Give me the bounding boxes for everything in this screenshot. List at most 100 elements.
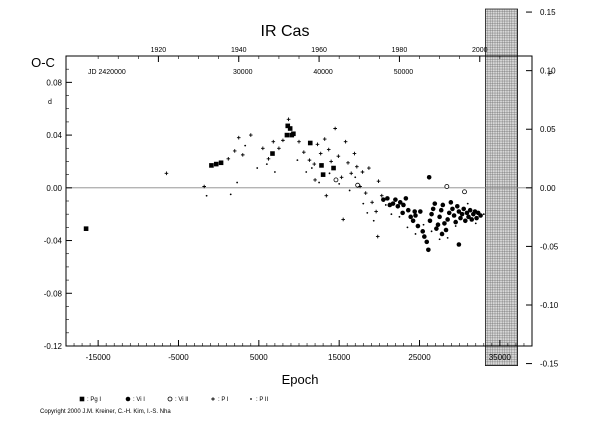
- phase-tick-label: -0.05: [540, 242, 559, 251]
- point-pg-i: [320, 172, 326, 177]
- point-p-ii: [273, 171, 276, 173]
- point-vi-i: [463, 218, 468, 224]
- jd-tick-label: 30000: [233, 69, 253, 76]
- point-p-i: [326, 147, 331, 152]
- point-vi-i: [397, 200, 403, 205]
- x-tick-label: -15000: [86, 353, 111, 362]
- point-vi-i: [453, 219, 458, 225]
- point-p-i: [352, 151, 357, 156]
- x-tick-label: 15000: [328, 353, 351, 362]
- year-tick-label: 1980: [392, 47, 408, 54]
- point-pg-i: [319, 163, 324, 168]
- point-vi-i: [435, 222, 441, 228]
- legend-label: : Vi II: [175, 397, 189, 403]
- x-tick-label: 5000: [250, 353, 268, 362]
- point-pg-i: [270, 151, 275, 156]
- plot-frame: [65, 55, 533, 347]
- point-p-ii: [366, 211, 369, 214]
- x-tick-label: 35000: [489, 353, 512, 362]
- point-p-i: [236, 135, 241, 140]
- point-p-ii: [205, 194, 208, 197]
- point-p-ii: [454, 225, 457, 227]
- year-tick-label: 2000: [472, 47, 488, 54]
- point-pg-i: [331, 165, 336, 171]
- point-p-i: [336, 154, 341, 158]
- point-p-i: [297, 139, 301, 144]
- phase-tick-label: 0.00: [540, 184, 556, 193]
- point-p-i: [281, 138, 285, 143]
- point-p-i: [164, 171, 169, 176]
- point-p-i: [370, 200, 374, 205]
- point-p-i: [271, 139, 276, 144]
- point-vi-i: [442, 221, 447, 226]
- legend: : Pg I: Vi I: Vi II: P I: P II: [79, 396, 269, 403]
- point-vi-i: [418, 209, 423, 214]
- point-vi-i: [458, 215, 463, 221]
- point-pg-i: [83, 226, 89, 231]
- point-vi-i: [420, 229, 426, 234]
- point-p-i: [277, 146, 281, 151]
- jd-axis-label: JD 2420000: [88, 69, 126, 76]
- year-tick-label: 1940: [231, 47, 247, 54]
- point-vi-i: [443, 227, 449, 233]
- legend-symbol: [79, 396, 85, 402]
- legend-symbol: [125, 396, 131, 402]
- point-p-i: [261, 146, 265, 151]
- point-p-ii: [256, 167, 259, 169]
- point-pg-i: [287, 126, 293, 131]
- point-vi-i: [440, 202, 446, 208]
- year-tick-label: 1960: [311, 47, 327, 54]
- point-pg-i: [291, 131, 296, 137]
- point-vi-i: [445, 217, 450, 222]
- point-p-ii: [406, 226, 409, 229]
- point-vi-i: [456, 209, 462, 214]
- legend-label: : Vi I: [133, 397, 145, 403]
- point-vi-i: [408, 214, 413, 220]
- point-vi-i: [400, 210, 405, 216]
- y-tick-label: 0.04: [46, 131, 62, 140]
- point-vi-i: [467, 207, 473, 213]
- point-p-i: [266, 157, 271, 161]
- point-vi-i: [430, 206, 436, 212]
- point-p-i: [375, 234, 380, 239]
- point-vi-i: [439, 231, 445, 237]
- data-points: [83, 117, 485, 253]
- future-band-fill: [484, 8, 518, 366]
- y-tick-label: -0.04: [44, 237, 63, 246]
- point-p-i: [240, 153, 245, 157]
- point-p-i: [324, 193, 329, 198]
- point-p-ii: [446, 237, 449, 239]
- point-vi-i: [410, 218, 416, 224]
- future-region-band: [484, 8, 518, 366]
- point-pg-i: [284, 132, 290, 138]
- point-vi-i: [393, 197, 398, 202]
- point-vi-i: [381, 197, 386, 202]
- point-vi-ii: [333, 177, 339, 183]
- point-pg-i: [307, 140, 313, 146]
- point-vi-i: [464, 210, 470, 216]
- point-vi-ii: [444, 184, 450, 189]
- point-vi-i: [429, 211, 434, 217]
- point-p-ii: [438, 238, 441, 241]
- point-p-ii: [422, 223, 425, 226]
- point-p-ii: [348, 189, 351, 192]
- point-pg-i: [213, 161, 219, 167]
- point-vi-i: [456, 242, 462, 247]
- point-p-ii: [362, 202, 365, 205]
- point-p-i: [363, 191, 368, 195]
- point-vi-i: [454, 203, 460, 209]
- point-p-i: [313, 178, 317, 182]
- point-pg-i: [218, 160, 224, 166]
- point-pg-i: [285, 123, 291, 129]
- point-p-i: [318, 151, 323, 156]
- point-p-i: [302, 150, 306, 155]
- point-p-i: [248, 133, 253, 137]
- y-tick-label: 0.08: [46, 78, 62, 87]
- jd-tick-label: 50000: [394, 69, 414, 76]
- point-p-i: [307, 158, 312, 162]
- point-vi-i: [424, 239, 430, 245]
- y-tick-label: -0.12: [44, 342, 63, 351]
- point-vi-i: [401, 202, 406, 208]
- point-p-ii: [244, 144, 247, 147]
- point-p-i: [286, 117, 291, 122]
